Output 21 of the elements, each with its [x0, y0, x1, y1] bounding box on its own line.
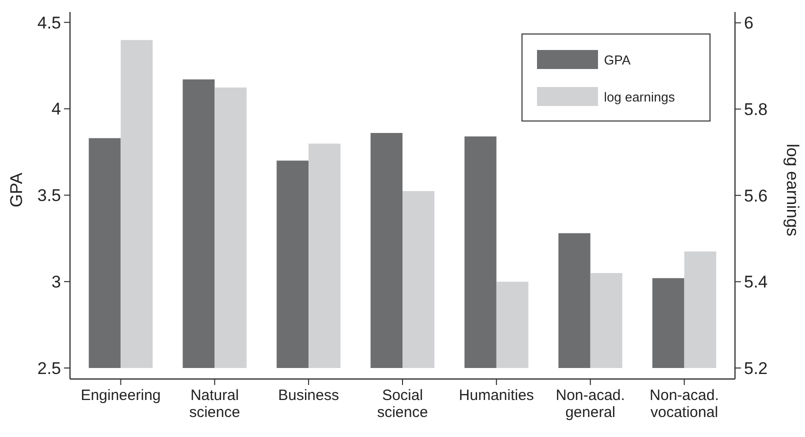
- y2-tick-label: 5.6: [744, 186, 768, 206]
- y-axis-title: GPA: [7, 172, 26, 208]
- y-tick-label: 3: [52, 272, 61, 292]
- y2-tick-label: 5.4: [744, 272, 768, 292]
- y2-tick-label: 6: [744, 14, 754, 33]
- y2-tick-label: 5.8: [744, 100, 768, 120]
- x-tick-label: Non-acad. general: [556, 387, 625, 421]
- x-tick-label: Social science: [377, 387, 428, 421]
- x-tick-label: Non-acad. vocational: [650, 387, 719, 421]
- x-tick-label: Business: [278, 387, 340, 404]
- x-tick-label: Humanities: [458, 387, 534, 404]
- legend-label: GPA: [604, 52, 631, 68]
- x-tick-label: Engineering: [80, 387, 161, 404]
- legend-label: log earnings: [604, 90, 676, 105]
- y2-axis-title: log earnings: [783, 144, 802, 236]
- y-tick-label: 4.5: [37, 13, 61, 32]
- y-tick-label: 4: [52, 100, 61, 119]
- y-tick-label: 3.5: [37, 186, 61, 206]
- y-tick-label: 2.5: [37, 358, 61, 378]
- y2-tick-label: 5.2: [744, 358, 768, 378]
- x-tick-label: Natural science: [189, 387, 240, 421]
